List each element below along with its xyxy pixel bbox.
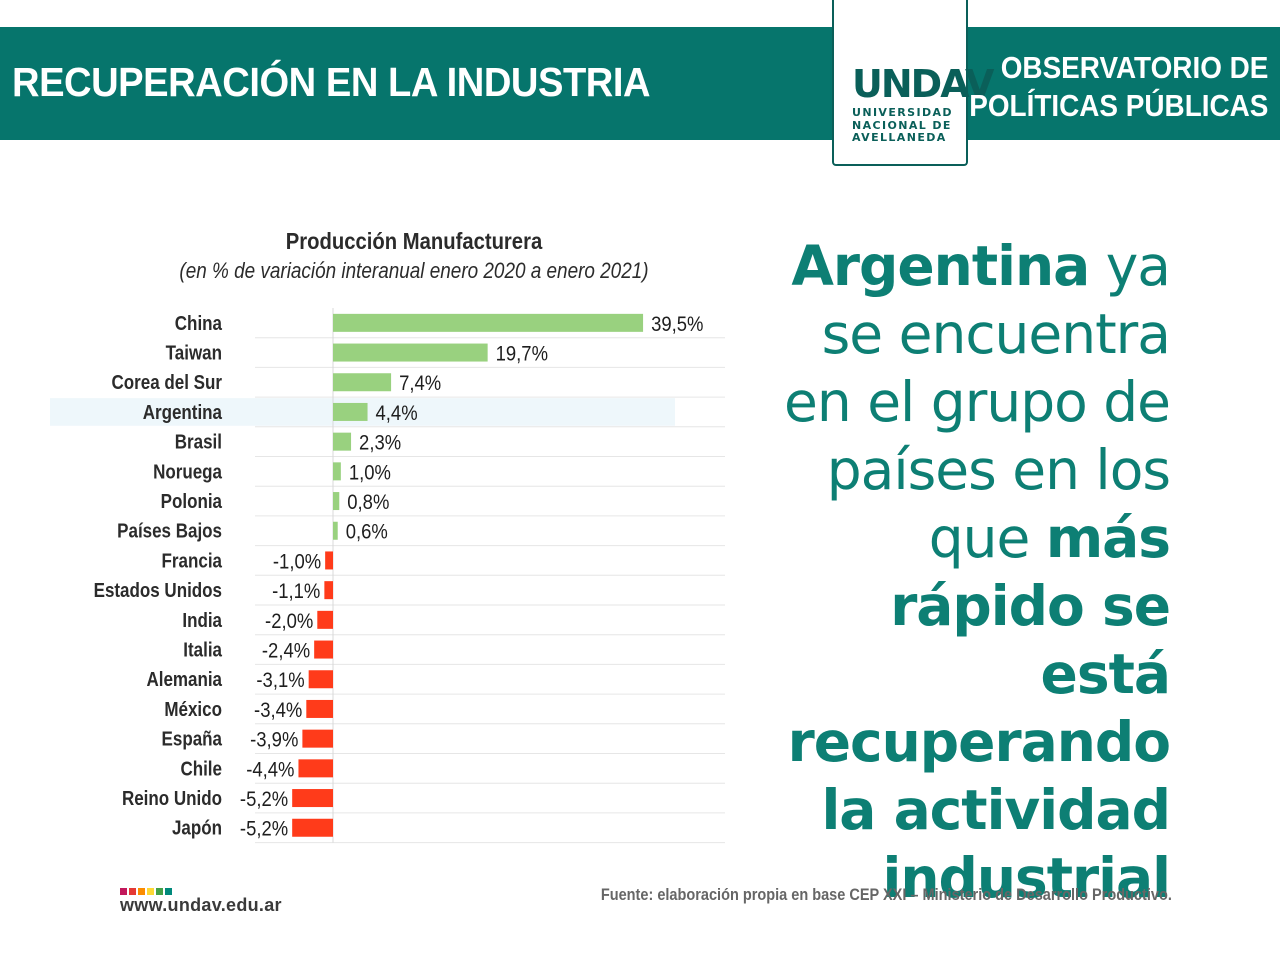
bar [333,343,488,362]
statement-bold-country: Argentina [791,234,1090,298]
value-label: -1,1% [272,580,320,603]
logo-university-name: UNIVERSIDAD NACIONAL DE AVELLANEDA [852,106,953,144]
color-dot [165,888,172,895]
value-label: 0,6% [346,521,388,544]
category-label: India [182,609,222,632]
value-label: 7,4% [399,372,441,395]
category-label: Países Bajos [117,519,222,542]
category-label: Corea del Sur [112,371,222,394]
color-dot [129,888,136,895]
bar [333,492,340,511]
value-label: -5,2% [240,788,288,811]
value-label: -2,0% [265,610,313,633]
color-dot [156,888,163,895]
key-statement: Argentina ya se encuentra en el grupo de… [750,232,1171,912]
value-label: -1,0% [273,550,321,573]
category-label: Alemania [146,668,222,691]
color-dot [138,888,145,895]
value-label: -5,2% [240,818,288,841]
bar [324,581,333,600]
bar [298,759,333,778]
value-label: -2,4% [262,640,310,663]
bar [292,818,333,837]
value-label: -3,4% [254,699,302,722]
bar [333,462,341,481]
category-label: Chile [180,757,222,780]
bar [333,402,368,421]
brand-color-dots [120,882,174,900]
value-label: -3,9% [250,729,298,752]
category-label: China [175,312,223,335]
statement-middle: ya se encuentra en el grupo de países en… [784,234,1171,570]
category-label: Noruega [153,460,223,483]
bar [306,699,333,718]
category-label: Polonia [161,490,223,513]
header-bar [0,27,1280,140]
color-dot [120,888,127,895]
bar [302,729,333,748]
page-title: RECUPERACIÓN EN LA INDUSTRIA [12,59,651,105]
bar [333,373,392,392]
bar [317,610,333,629]
chart-title: Producción Manufacturera [285,228,543,254]
category-label: Japón [172,816,222,839]
value-label: -3,1% [256,669,304,692]
category-label: Argentina [143,401,223,424]
bar [333,313,644,332]
category-label: España [162,727,223,750]
category-label: Taiwan [166,341,222,364]
website-link[interactable]: www.undav.edu.ar [120,895,282,915]
value-label: -4,4% [246,758,294,781]
category-label: Francia [162,549,223,572]
category-label: Italia [183,638,222,661]
value-label: 0,8% [347,491,389,514]
source-note: Fuente: elaboración propia en base CEP X… [601,886,1172,904]
observatory-name: OBSERVATORIO DE POLÍTICAS PÚBLICAS [968,50,1268,123]
logo-mark: UNDAV [852,62,994,106]
value-label: 19,7% [496,343,548,366]
value-label: 1,0% [349,461,391,484]
value-label: 2,3% [359,432,401,455]
color-dot [147,888,154,895]
bar [333,521,338,540]
category-label: Reino Unido [122,787,222,810]
category-label: Brasil [175,430,222,453]
bar [292,789,333,808]
chart-subtitle: (en % de variación interanual enero 2020… [179,258,649,283]
bar [314,640,333,659]
bar-chart: China 39,5% Taiwan 19,7% Corea del Sur 7,4% Ar… [50,308,725,844]
bar [333,432,352,451]
value-label: 39,5% [651,313,703,336]
bar [308,670,333,689]
value-label: 4,4% [376,402,418,425]
category-label: Estados Unidos [94,579,222,602]
category-label: México [164,698,222,721]
bar [325,551,333,570]
statement-bold-conclusion: más rápido se está recuperando la activi… [787,506,1171,910]
undav-logo[interactable]: UNDAV UNIVERSIDAD NACIONAL DE AVELLANEDA [832,0,994,166]
